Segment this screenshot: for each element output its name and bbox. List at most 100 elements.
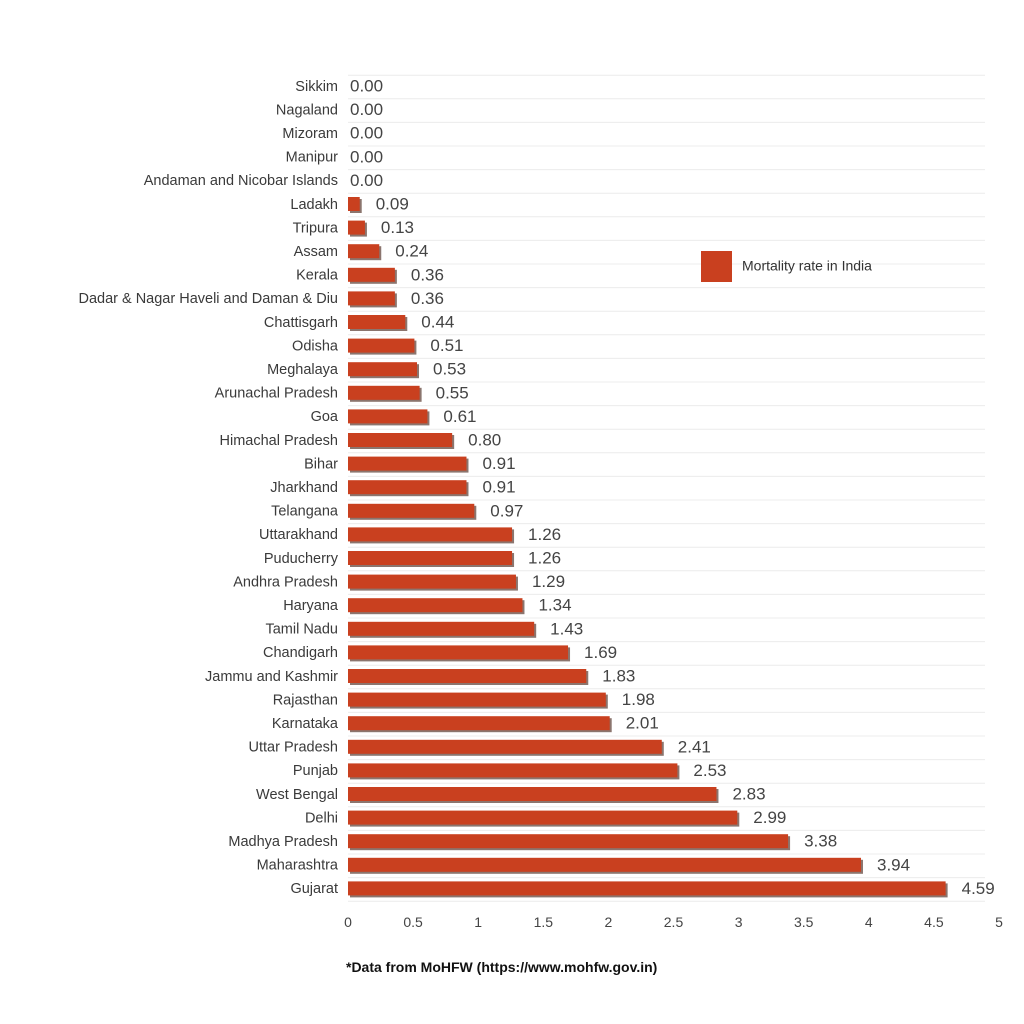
value-label: 0.13 — [381, 218, 414, 237]
category-label: Punjab — [293, 763, 338, 779]
category-label: Andhra Pradesh — [233, 574, 338, 590]
category-label: Puducherry — [264, 551, 339, 567]
gridlines — [348, 74, 985, 902]
x-tick-label: 3 — [735, 914, 743, 930]
x-tick-label: 2.5 — [664, 914, 684, 930]
bar — [348, 881, 946, 896]
category-label: Goa — [311, 409, 339, 425]
category-label: Karnataka — [272, 716, 339, 732]
bar — [348, 574, 516, 589]
category-label: Sikkim — [295, 79, 338, 95]
category-label: Odisha — [292, 338, 339, 354]
bar — [348, 834, 789, 849]
bar — [348, 763, 678, 778]
category-label: Haryana — [283, 598, 339, 614]
value-label: 2.01 — [626, 714, 659, 733]
x-tick-label: 4.5 — [924, 914, 944, 930]
bar — [348, 551, 513, 565]
value-label: 2.41 — [678, 737, 711, 756]
category-label: Telangana — [271, 504, 339, 520]
value-label: 2.53 — [693, 761, 726, 780]
legend-label: Mortality rate in India — [742, 258, 872, 274]
category-label: Andaman and Nicobar Islands — [144, 173, 338, 189]
category-label: Kerala — [296, 268, 339, 284]
category-label: Manipur — [286, 150, 339, 166]
value-label: 1.83 — [602, 666, 635, 685]
category-label: Delhi — [305, 810, 338, 826]
value-label: 0.97 — [490, 501, 523, 520]
value-labels: 0.00 0.00 0.00 0.00 0.00 0.09 0.13 0.24 0.36 0.36… — [350, 76, 995, 897]
value-label: 0.44 — [421, 312, 454, 331]
value-label: 1.29 — [532, 572, 565, 591]
value-label: 1.26 — [528, 548, 561, 567]
value-label: 0.91 — [482, 478, 515, 497]
value-label: 0.51 — [430, 336, 463, 355]
bar — [348, 716, 610, 731]
x-tick-label: 0.5 — [403, 914, 423, 930]
value-label: 0.36 — [411, 289, 444, 308]
value-label: 0.00 — [350, 147, 383, 166]
bar — [348, 197, 360, 211]
category-label: Himachal Pradesh — [220, 433, 338, 449]
value-label: 0.80 — [468, 430, 501, 449]
value-label: 0.61 — [443, 407, 476, 426]
category-label: Mizoram — [282, 126, 338, 142]
category-label: Chattisgarh — [264, 315, 338, 331]
x-axis-ticks: 0 0.5 1 1.5 2 2.5 3 3.5 4 4.5 5 — [344, 914, 1003, 930]
value-label: 0.36 — [411, 265, 444, 284]
x-tick-label: 1 — [474, 914, 482, 930]
category-labels: Sikkim Nagaland Mizoram Manipur Andaman and … — [78, 79, 338, 897]
bar — [348, 315, 406, 329]
value-label: 1.34 — [538, 596, 571, 615]
x-tick-label: 5 — [995, 914, 1003, 930]
category-label: Jammu and Kashmir — [205, 669, 338, 685]
category-label: Assam — [294, 244, 338, 260]
value-label: 0.24 — [395, 242, 428, 261]
value-label: 1.26 — [528, 525, 561, 544]
bar — [348, 362, 418, 377]
value-label: 3.38 — [804, 832, 837, 851]
category-label: Dadar & Nagar Haveli and Daman & Diu — [78, 291, 338, 307]
value-label: 1.69 — [584, 643, 617, 662]
category-label: Meghalaya — [267, 362, 339, 378]
bar — [348, 669, 587, 683]
category-label: Gujarat — [290, 881, 338, 897]
category-label: West Bengal — [256, 787, 338, 803]
value-label: 2.83 — [732, 784, 765, 803]
bar — [348, 810, 738, 825]
bar — [348, 857, 861, 872]
value-label: 1.98 — [622, 690, 655, 709]
bar — [348, 409, 428, 424]
value-label: 2.99 — [753, 808, 786, 827]
bar — [348, 503, 475, 518]
category-label: Jharkhand — [270, 480, 338, 496]
bar — [348, 787, 717, 801]
legend-swatch — [701, 251, 732, 282]
value-label: 0.09 — [376, 194, 409, 213]
value-label: 0.00 — [350, 76, 383, 95]
bar — [348, 291, 395, 306]
category-label: Chandigarh — [263, 645, 338, 661]
bar — [348, 267, 395, 282]
category-label: Madhya Pradesh — [228, 834, 338, 850]
category-label: Ladakh — [290, 197, 338, 213]
category-label: Nagaland — [276, 102, 338, 118]
category-label: Tamil Nadu — [265, 622, 338, 638]
x-tick-label: 4 — [865, 914, 873, 930]
category-label: Uttarakhand — [259, 527, 338, 543]
value-label: 0.53 — [433, 360, 466, 379]
bar — [348, 385, 420, 400]
bar — [348, 598, 523, 613]
x-tick-label: 1.5 — [534, 914, 554, 930]
bar — [348, 527, 513, 542]
bar — [348, 692, 606, 707]
value-label: 0.00 — [350, 124, 383, 143]
category-label: Tripura — [293, 220, 339, 236]
value-label: 0.00 — [350, 171, 383, 190]
bar — [348, 244, 380, 259]
category-label: Arunachal Pradesh — [215, 386, 338, 402]
category-label: Maharashtra — [257, 858, 339, 874]
bars — [348, 197, 948, 898]
bar — [348, 456, 467, 471]
